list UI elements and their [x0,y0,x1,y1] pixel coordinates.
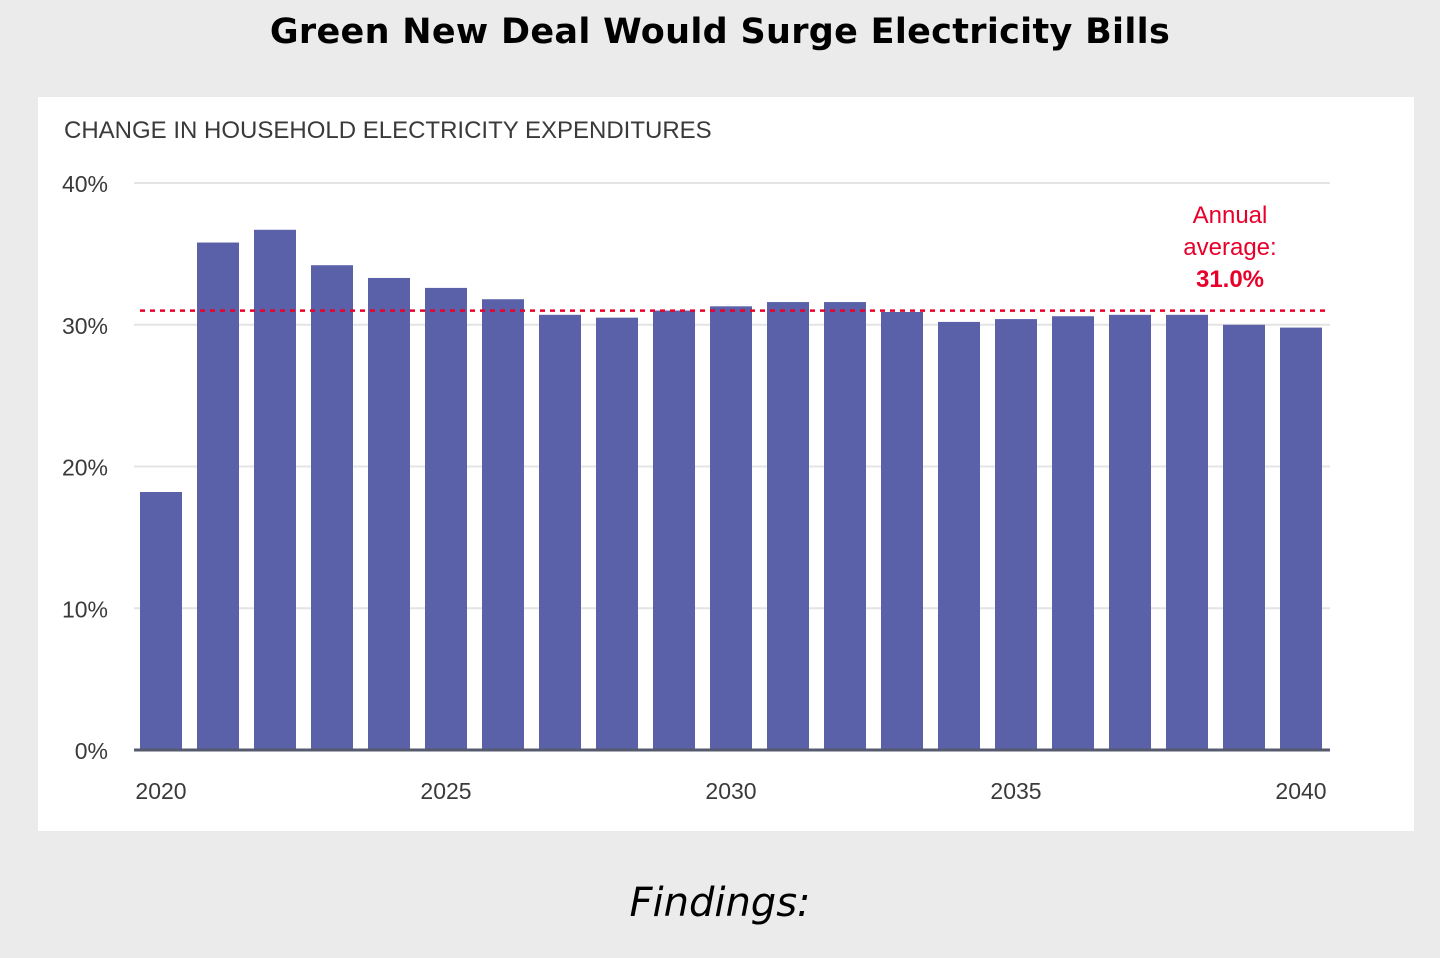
bar-2024 [368,277,410,750]
bar-2038 [1166,314,1208,750]
bar-2030 [710,306,752,750]
y-tick-label: 0% [75,738,108,764]
bar-2028 [596,317,638,750]
bars [140,229,1322,751]
x-tick-label: 2040 [1275,778,1326,804]
bar-2021 [197,242,239,750]
bar-2023 [311,265,353,750]
bar-2040 [1280,327,1322,750]
bar-2025 [425,287,467,750]
average-label-line1: Annual [1193,202,1268,229]
y-tick-label: 30% [62,313,108,339]
findings-label: Findings: [629,880,811,926]
average-line-group: Annual average: 31.0% [140,202,1330,312]
bar-2036 [1052,316,1094,750]
bar-2027 [539,314,581,750]
bar-2034 [938,321,980,750]
bar-2031 [767,302,809,750]
y-tick-label: 20% [62,455,108,481]
x-axis-ticks: 2020 2025 2030 2035 2040 [135,778,1326,804]
bar-2033 [881,311,923,750]
x-tick-label: 2035 [990,778,1041,804]
x-tick-label: 2020 [135,778,186,804]
y-tick-label: 40% [62,171,108,197]
bar-2029 [653,310,695,750]
x-tick-label: 2025 [420,778,471,804]
chart-title: CHANGE IN HOUSEHOLD ELECTRICITY EXPENDIT… [64,117,712,144]
bar-2022 [254,229,296,751]
average-label-line2: average: [1183,234,1276,261]
bar-2032 [824,302,866,750]
y-tick-label: 10% [62,596,108,622]
y-axis-ticks: 0% 10% 20% 30% 40% [62,171,108,764]
bar-2037 [1109,314,1151,750]
chart-panel: CHANGE IN HOUSEHOLD ELECTRICITY EXPENDIT… [38,97,1414,831]
bar-2039 [1223,324,1265,750]
average-label-value: 31.0% [1196,266,1264,293]
x-tick-label: 2030 [705,778,756,804]
page-title: Green New Deal Would Surge Electricity B… [269,12,1171,52]
bar-2035 [995,319,1037,750]
bar-2020 [140,492,182,750]
bar-chart: CHANGE IN HOUSEHOLD ELECTRICITY EXPENDIT… [62,117,1330,804]
bar-2026 [482,299,524,750]
